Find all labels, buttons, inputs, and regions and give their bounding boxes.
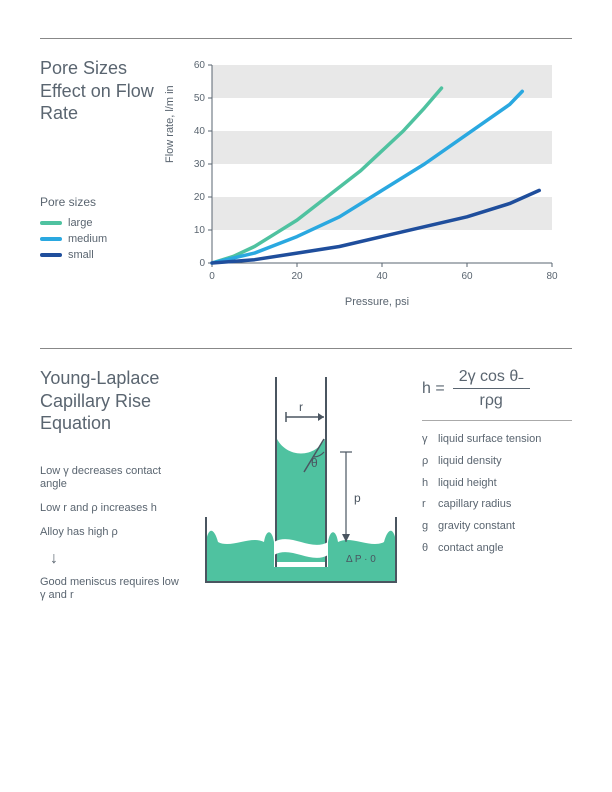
svg-text:θ: θ bbox=[311, 456, 318, 470]
equation-numerator: 2γ cos θ˗ bbox=[453, 367, 530, 389]
variable-desc: capillary radius bbox=[438, 498, 511, 511]
legend-title: Pore sizes bbox=[40, 195, 170, 209]
legend-label: medium bbox=[68, 233, 107, 245]
svg-text:r: r bbox=[299, 400, 303, 414]
chart-svg: 0 20 40 60 80 0 10 20 30 40 50 60 bbox=[182, 57, 562, 287]
variable-row: ρ liquid density bbox=[422, 455, 572, 468]
legend-item: small bbox=[40, 249, 170, 261]
legend-label: large bbox=[68, 217, 92, 229]
variable-desc: gravity constant bbox=[438, 520, 515, 533]
equation-title: Young-Laplace Capillary Rise Equation bbox=[40, 367, 180, 435]
svg-text:80: 80 bbox=[546, 271, 558, 282]
svg-text:p: p bbox=[354, 491, 361, 505]
variable-symbol: γ bbox=[422, 433, 434, 446]
legend-item: large bbox=[40, 217, 170, 229]
y-axis-label: Flow rate, l/m in bbox=[164, 85, 176, 163]
svg-text:0: 0 bbox=[209, 271, 215, 282]
variable-row: g gravity constant bbox=[422, 520, 572, 533]
svg-text:Δ P · 0: Δ P · 0 bbox=[346, 554, 376, 565]
equation-lhs: h = bbox=[422, 380, 445, 398]
svg-text:0: 0 bbox=[199, 258, 205, 269]
variable-row: r capillary radius bbox=[422, 498, 572, 511]
variable-desc: contact angle bbox=[438, 542, 503, 555]
svg-text:20: 20 bbox=[194, 192, 206, 203]
capillary-diagram: r θ p Δ P · 0 bbox=[196, 367, 406, 597]
divider-top bbox=[40, 38, 572, 39]
variable-row: θ contact angle bbox=[422, 542, 572, 555]
svg-text:50: 50 bbox=[194, 93, 206, 104]
svg-text:40: 40 bbox=[376, 271, 388, 282]
equation-note: Alloy has high ρ bbox=[40, 526, 180, 540]
x-axis-label: Pressure, psi bbox=[182, 296, 572, 308]
variable-symbol: ρ bbox=[422, 455, 434, 468]
legend: large medium small bbox=[40, 217, 170, 261]
legend-swatch bbox=[40, 237, 62, 241]
svg-text:60: 60 bbox=[194, 60, 206, 71]
svg-text:20: 20 bbox=[291, 271, 303, 282]
arrow-down-icon: ↓ bbox=[50, 550, 180, 568]
svg-text:30: 30 bbox=[194, 159, 206, 170]
legend-label: small bbox=[68, 249, 94, 261]
legend-swatch bbox=[40, 253, 62, 257]
equation-denominator: rρg bbox=[479, 389, 502, 410]
svg-text:60: 60 bbox=[461, 271, 473, 282]
variable-desc: liquid surface tension bbox=[438, 433, 541, 446]
variable-symbol: r bbox=[422, 498, 434, 511]
chart-title: Pore Sizes Effect on Flow Rate bbox=[40, 57, 170, 125]
variable-row: γ liquid surface tension bbox=[422, 433, 572, 446]
svg-text:40: 40 bbox=[194, 126, 206, 137]
conclusion-note: Good meniscus requires low γ and r bbox=[40, 576, 180, 604]
variable-symbol: h bbox=[422, 477, 434, 490]
equation-divider bbox=[422, 420, 572, 421]
flow-rate-chart: Flow rate, l/m in 0204060800102030405060… bbox=[182, 57, 572, 308]
svg-text:10: 10 bbox=[194, 225, 206, 236]
section-young-laplace: Young-Laplace Capillary Rise Equation Lo… bbox=[40, 367, 572, 613]
section-pore-sizes: Pore Sizes Effect on Flow Rate Pore size… bbox=[40, 57, 572, 308]
equation: h = 2γ cos θ˗ rρg bbox=[422, 367, 572, 410]
legend-swatch bbox=[40, 221, 62, 225]
variable-desc: liquid height bbox=[438, 477, 497, 490]
variable-row: h liquid height bbox=[422, 477, 572, 490]
equation-note: Low r and ρ increases h bbox=[40, 502, 180, 516]
variable-symbol: g bbox=[422, 520, 434, 533]
variable-desc: liquid density bbox=[438, 455, 502, 468]
legend-item: medium bbox=[40, 233, 170, 245]
variable-symbol: θ bbox=[422, 542, 434, 555]
divider-mid bbox=[40, 348, 572, 349]
equation-note: Low γ decreases contact angle bbox=[40, 465, 180, 493]
